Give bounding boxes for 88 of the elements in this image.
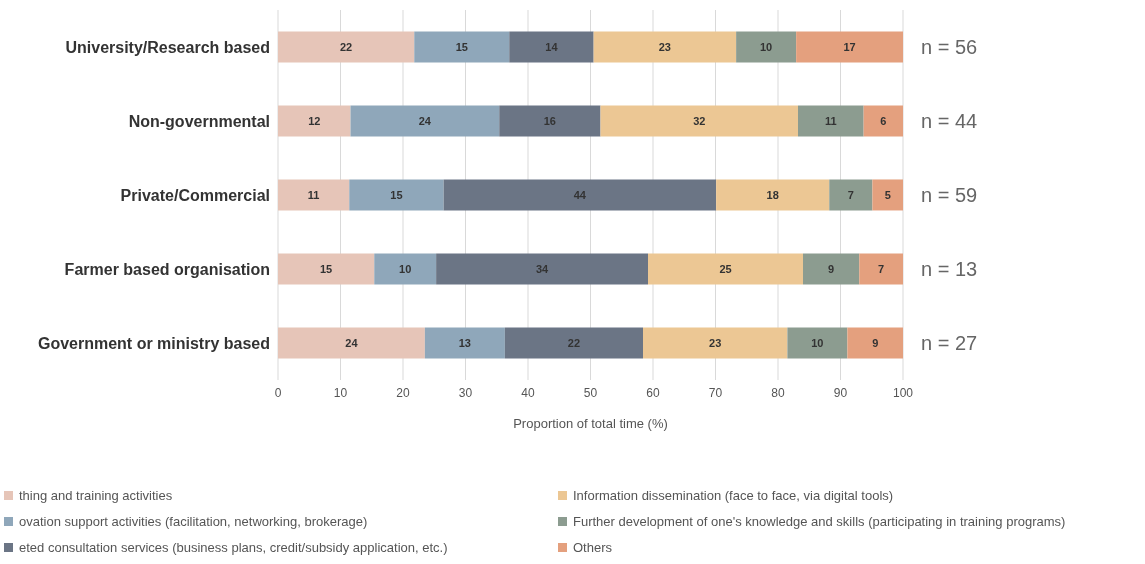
data-label: 23 xyxy=(709,336,722,349)
data-label: 15 xyxy=(390,188,403,201)
data-label: 7 xyxy=(878,262,885,275)
x-axis-title: Proportion of total time (%) xyxy=(513,416,668,431)
data-label: 15 xyxy=(455,40,468,53)
bar xyxy=(643,327,788,359)
bar xyxy=(600,105,798,137)
text: n = 27 xyxy=(921,332,978,354)
data-label: 10 xyxy=(760,40,773,53)
data-label: 34 xyxy=(535,262,550,275)
x-tick-label: 20 xyxy=(396,385,410,400)
data-label: 22 xyxy=(340,40,353,53)
data-label: 11 xyxy=(307,188,320,201)
data-label: 5 xyxy=(884,188,891,201)
text: n = 56 xyxy=(921,36,978,58)
bar xyxy=(872,179,903,211)
x-tick-label: 80 xyxy=(771,385,785,400)
bar xyxy=(787,327,848,359)
data-label: 6 xyxy=(880,114,887,127)
legend-label: ovation support activities (facilitation, networking, brokerage) xyxy=(19,513,368,529)
data-label: 9 xyxy=(872,336,879,349)
data-label: 10 xyxy=(399,262,412,275)
bar xyxy=(278,179,350,211)
data-label: 16 xyxy=(543,114,556,127)
data-label: 10 xyxy=(811,336,824,349)
x-tick-label: 0 xyxy=(274,385,282,400)
bar xyxy=(278,253,375,285)
bar xyxy=(350,105,500,137)
bar xyxy=(829,179,873,211)
y-tick-label: Non-governmental xyxy=(128,112,270,130)
data-label: 24 xyxy=(345,336,359,349)
bar xyxy=(863,105,903,137)
bar xyxy=(424,327,505,359)
bar xyxy=(278,31,415,63)
x-tick-label: 30 xyxy=(458,385,473,400)
x-tick-label: 40 xyxy=(521,385,535,400)
text: n = 13 xyxy=(921,258,978,280)
data-label: 18 xyxy=(766,188,779,201)
data-label: 17 xyxy=(843,40,856,53)
x-tick-label: 70 xyxy=(708,385,723,400)
data-label: 44 xyxy=(573,188,587,201)
bar xyxy=(278,327,425,359)
bar xyxy=(509,31,594,63)
bar xyxy=(374,253,437,285)
y-tick-label: Private/Commercial xyxy=(120,186,270,204)
bar xyxy=(593,31,737,63)
data-label: 32 xyxy=(693,114,706,127)
bar xyxy=(736,31,797,63)
bar xyxy=(443,179,717,211)
x-tick-label: 90 xyxy=(833,385,848,400)
legend-label: eted consultation services (business plans, credit/subsidy application, etc.) xyxy=(19,539,448,555)
legend-label: thing and training activities xyxy=(19,487,173,503)
x-tick-label: 10 xyxy=(333,385,348,400)
data-label: 23 xyxy=(658,40,671,53)
bar xyxy=(798,105,864,137)
bar xyxy=(278,105,351,137)
data-label: 9 xyxy=(828,262,835,275)
data-label: 11 xyxy=(824,114,837,127)
bar xyxy=(859,253,903,285)
bar xyxy=(716,179,830,211)
x-tick-label: 100 xyxy=(892,385,914,400)
text: n = 59 xyxy=(921,184,978,206)
data-label: 13 xyxy=(458,336,471,349)
data-label: 24 xyxy=(418,114,432,127)
data-label: 15 xyxy=(320,262,333,275)
bar xyxy=(499,105,601,137)
x-tick-label: 60 xyxy=(646,385,660,400)
data-label: 12 xyxy=(308,114,321,127)
bar xyxy=(349,179,444,211)
data-label: 14 xyxy=(545,40,559,53)
y-tick-label: University/Research based xyxy=(65,38,270,56)
bar xyxy=(796,31,903,63)
data-label: 25 xyxy=(719,262,732,275)
legend-label: Further development of one's knowledge and skills (participating in training programs) xyxy=(573,513,1066,529)
bar xyxy=(504,327,643,359)
bar xyxy=(436,253,648,285)
data-label: 22 xyxy=(567,336,581,349)
bar xyxy=(414,31,510,63)
x-tick-label: 50 xyxy=(583,385,598,400)
y-tick-label: Farmer based organisation xyxy=(64,260,270,278)
bar xyxy=(847,327,903,359)
legend-label: Others xyxy=(573,539,613,555)
legend-label: Information dissemination (face to face, via digital tools) xyxy=(573,487,894,503)
bar xyxy=(648,253,803,285)
y-tick-label: Government or ministry based xyxy=(37,334,270,352)
text: n = 44 xyxy=(921,110,978,132)
bar xyxy=(803,253,860,285)
data-label: 7 xyxy=(847,188,854,201)
